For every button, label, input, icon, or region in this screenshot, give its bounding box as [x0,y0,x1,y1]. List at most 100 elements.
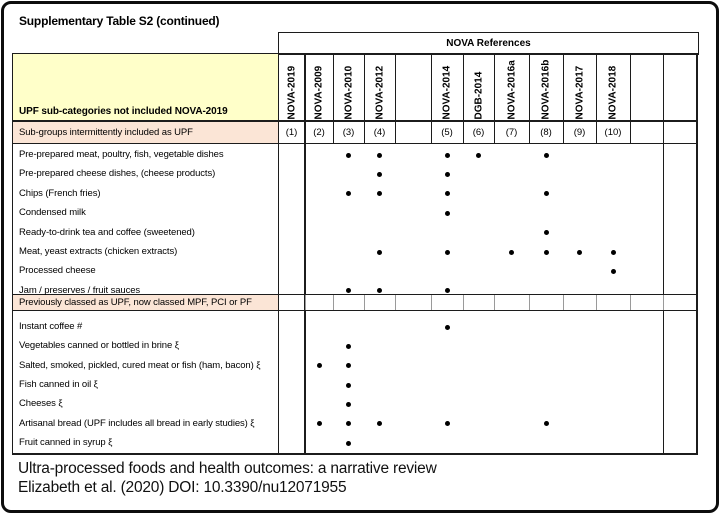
grid-line [431,295,432,310]
grid-line [12,453,698,455]
column-number: (6) [472,127,485,138]
row-label: Fruit canned in syrup ξ [19,437,113,449]
dot-marker [610,268,616,274]
dot-marker [346,363,351,369]
dot-marker [444,324,450,330]
grid-line [12,294,698,295]
row-label: Salted, smoked, pickled, cured meat or f… [19,359,261,371]
dot-marker [316,363,322,369]
dot-marker [346,382,351,388]
dot-marker [444,191,450,197]
row-label: Artisanal bread (UPF includes all bread … [19,417,255,429]
grid-line [395,54,396,143]
grid-line [12,53,698,54]
grid-line [305,295,306,310]
grid-line [12,310,698,311]
grid-line [12,53,13,455]
grid-line [630,295,631,310]
row-label: Condensed milk [19,207,86,219]
grid-line [463,54,464,143]
row-label-header-cell: UPF sub-categories not included NOVA-201… [13,54,278,120]
grid-line [431,54,432,143]
grid-line [563,295,564,310]
grid-line [395,295,396,310]
nova-references-label: NOVA References [446,38,531,49]
section-header-subgroups-text: Sub-groups intermittently included as UP… [19,126,193,138]
column-header-nova-2017: NOVA-2017 [574,65,585,119]
column-header-nova-2010: NOVA-2010 [343,65,354,119]
dot-marker [444,171,450,177]
row-label: Instant coffee # [19,321,83,332]
grid-line [364,295,365,310]
row-label: Fish canned in oil ξ [19,379,98,391]
dot-marker [346,191,351,197]
column-header-nova-2014: NOVA-2014 [441,65,453,119]
dot-marker [444,152,450,158]
dot-marker [316,421,322,427]
dot-marker [543,152,549,158]
grid-line [12,143,698,144]
dot-marker [346,440,351,446]
nova-references-header-cell: NOVA References [278,32,699,55]
dot-marker [543,421,549,427]
grid-line [529,54,530,143]
grid-line [696,54,698,455]
grid-line [529,295,530,310]
section-header-previously: Previously classed as UPF, now classed M… [13,295,278,310]
row-label: Pre-prepared cheese dishes, (cheese prod… [19,168,216,180]
grid-line [333,54,334,143]
dot-marker [346,288,351,294]
column-header-nova-2018: NOVA-2018 [607,65,619,119]
column-number: (7) [505,127,518,138]
grid-line [494,295,495,310]
grid-line [364,54,365,143]
dot-marker [346,343,351,349]
dot-marker [346,401,351,407]
grid-line [463,295,464,310]
grid-line [663,295,664,310]
dot-marker [377,421,382,427]
row-label: Chips (French fries) [19,187,101,199]
column-header-nova-2016b: NOVA-2016b [540,59,552,119]
dot-marker [377,191,382,197]
citation: Ultra-processed foods and health outcome… [18,459,437,497]
dot-marker [377,152,382,158]
column-number: (1) [285,127,298,138]
dot-marker [377,249,382,255]
dot-marker [444,288,450,294]
section-header-subgroups: Sub-groups intermittently included as UP… [13,121,278,143]
dot-marker [377,288,382,294]
row-label: Jam / preserves / fruit sauces [19,284,141,296]
dot-marker [377,171,382,177]
citation-line2: Elizabeth et al. (2020) DOI: 10.3390/nu1… [18,479,347,496]
row-label: Pre-prepared meat, poultry, fish, vegeta… [19,149,224,160]
column-number: (2) [313,127,325,138]
column-number: (10) [604,127,622,138]
dot-marker [577,249,582,255]
column-header-dgb-2014: DGB-2014 [473,71,484,119]
dot-marker [444,421,450,427]
row-label: Ready-to-drink tea and coffee (sweetened… [19,226,195,238]
dot-marker [346,421,351,427]
row-label-header-text: UPF sub-categories not included NOVA-201… [19,106,228,117]
grid-line [278,54,279,455]
column-number: (9) [573,127,586,138]
grid-line [630,54,631,143]
dot-marker [543,191,549,197]
column-number: (8) [540,127,552,138]
dot-marker [346,152,351,158]
grid-line [304,54,306,455]
grid-line [563,54,564,143]
column-header-nova-2009: NOVA-2009 [313,65,325,119]
column-header-nova-2012: NOVA-2012 [374,65,385,119]
grid-line [596,54,597,143]
row-label: Cheeses ξ [19,398,63,410]
column-number: (3) [342,127,355,138]
column-number: (5) [441,127,453,138]
dot-marker [509,249,514,255]
dot-marker [543,230,549,236]
dot-marker [476,152,481,158]
grid-line [305,54,306,143]
dot-marker [444,249,450,255]
